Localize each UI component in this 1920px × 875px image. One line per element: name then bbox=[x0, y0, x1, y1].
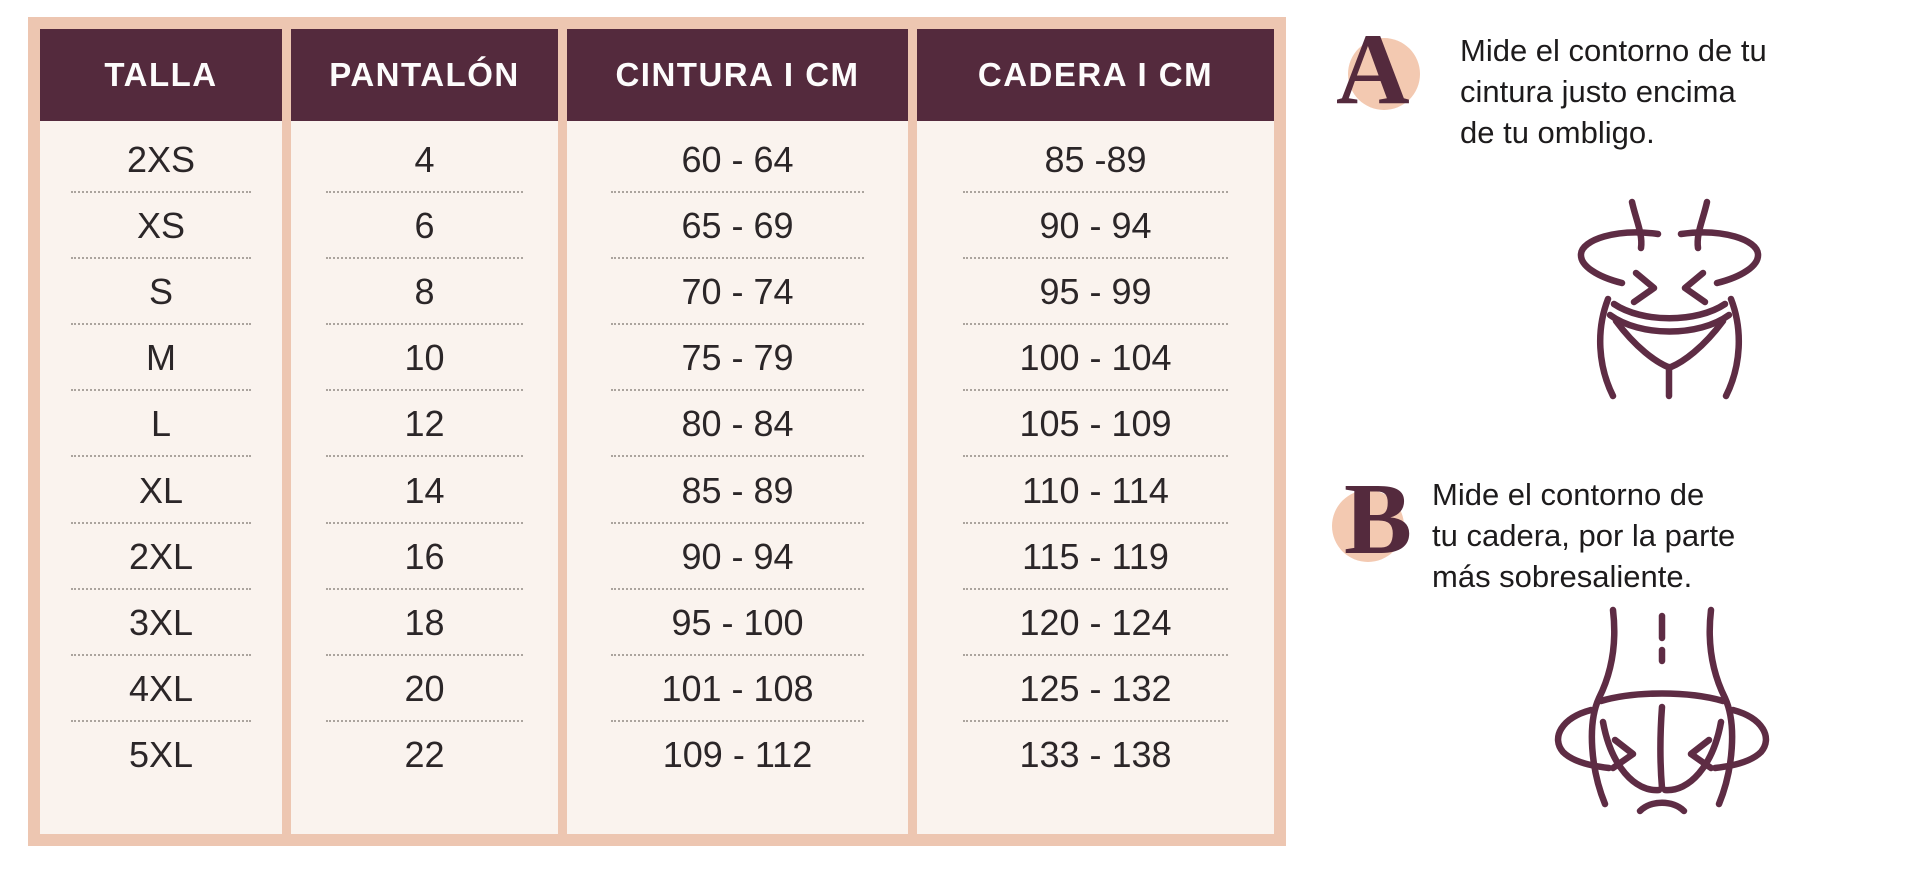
column-body: 60 - 64 65 - 69 70 - 74 75 - 79 80 - 84 … bbox=[567, 121, 908, 834]
table-column-cintura: CINTURA I CM 60 - 64 65 - 69 70 - 74 75 … bbox=[567, 29, 908, 834]
table-cell: 4XL bbox=[40, 656, 282, 722]
table-cell: M bbox=[40, 325, 282, 392]
letter-b-badge: B bbox=[1332, 466, 1432, 574]
table-cell: 12 bbox=[291, 391, 558, 458]
text-line: cintura justo encima bbox=[1460, 74, 1736, 109]
table-cell: 2XL bbox=[40, 524, 282, 590]
table-cell: 14 bbox=[291, 457, 558, 524]
text-line: Mide el contorno de bbox=[1432, 477, 1705, 512]
table-cell: 75 - 79 bbox=[567, 325, 908, 392]
table-cell: 95 - 99 bbox=[917, 259, 1274, 326]
instruction-b-text: Mide el contorno de tu cadera, por la pa… bbox=[1432, 474, 1852, 597]
table-cell: 85 - 89 bbox=[567, 457, 908, 524]
table-column-talla: TALLA 2XS XS S M L XL 2XL 3XL 4XL 5XL bbox=[40, 29, 282, 834]
column-header: CINTURA I CM bbox=[567, 29, 908, 121]
table-cell: 65 - 69 bbox=[567, 193, 908, 260]
table-cell: 95 - 100 bbox=[567, 590, 908, 656]
hips-measure-icon bbox=[1554, 606, 1770, 815]
table-cell: 133 - 138 bbox=[1019, 733, 1172, 775]
table-cell: L bbox=[40, 391, 282, 458]
table-cell: S bbox=[40, 259, 282, 326]
table-column-cadera: CADERA I CM 85 -89 90 - 94 95 - 99 100 -… bbox=[917, 29, 1274, 834]
table-cell: 16 bbox=[291, 524, 558, 590]
table-column-pantalon: PANTALÓN 4 6 8 10 12 14 16 18 20 22 bbox=[291, 29, 558, 834]
text-line: de tu ombligo. bbox=[1460, 115, 1655, 150]
table-cell: XS bbox=[40, 193, 282, 260]
column-body: 2XS XS S M L XL 2XL 3XL 4XL 5XL bbox=[40, 121, 282, 834]
badge-letter: A bbox=[1336, 13, 1410, 126]
text-line: Mide el contorno de tu bbox=[1460, 33, 1767, 68]
table-cell: 3XL bbox=[40, 590, 282, 656]
table-cell: 101 - 108 bbox=[567, 656, 908, 722]
column-body: 4 6 8 10 12 14 16 18 20 22 bbox=[291, 121, 558, 834]
table-cell: 90 - 94 bbox=[567, 524, 908, 590]
badge-letter: B bbox=[1344, 463, 1413, 576]
table-cell: 100 - 104 bbox=[917, 325, 1274, 392]
table-cell: XL bbox=[40, 457, 282, 524]
column-header: PANTALÓN bbox=[291, 29, 558, 121]
table-cell: 8 bbox=[291, 259, 558, 326]
table-cell: 125 - 132 bbox=[917, 656, 1274, 722]
instruction-a-text: Mide el contorno de tu cintura justo enc… bbox=[1460, 30, 1860, 153]
waist-measure-icon bbox=[1577, 198, 1762, 400]
table-cell: 70 - 74 bbox=[567, 259, 908, 326]
table-cell: 115 - 119 bbox=[917, 524, 1274, 590]
table-cell: 10 bbox=[291, 325, 558, 392]
table-cell: 109 - 112 bbox=[662, 733, 813, 775]
table-cell: 105 - 109 bbox=[917, 391, 1274, 458]
table-cell: 110 - 114 bbox=[917, 457, 1274, 524]
table-cell: 6 bbox=[291, 193, 558, 260]
size-table: TALLA 2XS XS S M L XL 2XL 3XL 4XL 5XL PA… bbox=[28, 17, 1286, 846]
table-cell: 2XS bbox=[40, 127, 282, 194]
table-cell: 80 - 84 bbox=[567, 391, 908, 458]
column-header: TALLA bbox=[40, 29, 282, 121]
table-cell: 120 - 124 bbox=[917, 590, 1274, 656]
text-line: tu cadera, por la parte bbox=[1432, 518, 1736, 553]
table-cell: 60 - 64 bbox=[567, 127, 908, 194]
table-cell: 18 bbox=[291, 590, 558, 656]
table-cell: 5XL bbox=[128, 733, 194, 775]
table-cell: 4 bbox=[291, 127, 558, 194]
table-cell: 20 bbox=[291, 656, 558, 722]
badge-circle bbox=[1332, 490, 1404, 562]
table-cell: 90 - 94 bbox=[917, 193, 1274, 260]
table-cell: 22 bbox=[404, 733, 445, 775]
text-line: más sobresaliente. bbox=[1432, 559, 1693, 594]
badge-circle bbox=[1348, 38, 1420, 110]
column-body: 85 -89 90 - 94 95 - 99 100 - 104 105 - 1… bbox=[917, 121, 1274, 834]
letter-a-badge: A bbox=[1332, 16, 1432, 124]
table-cell: 85 -89 bbox=[917, 127, 1274, 194]
column-header: CADERA I CM bbox=[917, 29, 1274, 121]
